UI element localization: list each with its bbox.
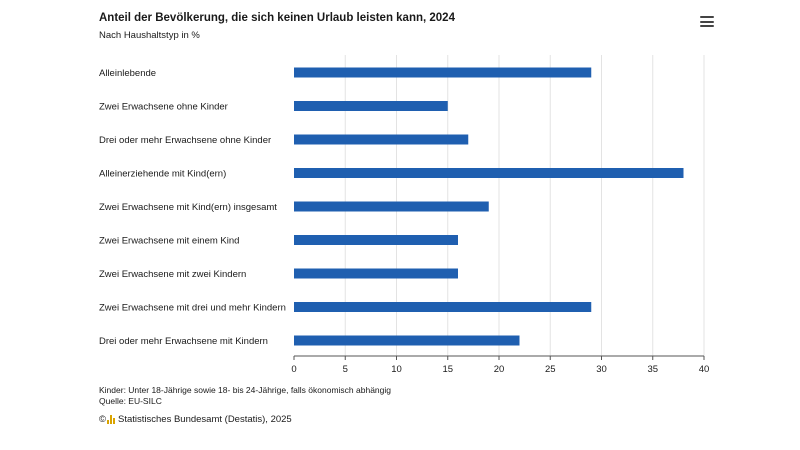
chart-title: Anteil der Bevölkerung, die sich keinen … <box>99 12 455 24</box>
bar-2 <box>294 134 469 145</box>
copyright-symbol: © <box>99 414 106 425</box>
destatis-logo-icon <box>107 415 116 424</box>
category-label-3: Alleinerziehende mit Kind(ern) <box>99 169 226 180</box>
category-label-5: Zwei Erwachsene mit einem Kind <box>99 236 239 247</box>
bar-3 <box>294 168 684 178</box>
copyright-line: © Statistisches Bundesamt (Destatis), 20… <box>99 414 292 425</box>
bar-0 <box>294 67 592 78</box>
chart-footnote: Kinder: Unter 18-Jährige sowie 18- bis 2… <box>99 385 391 395</box>
x-tick-label-6: 30 <box>596 364 607 375</box>
hamburger-menu-icon[interactable] <box>700 16 714 28</box>
x-tick-label-8: 40 <box>699 364 710 375</box>
category-label-7: Zwei Erwachsene mit drei und mehr Kinder… <box>99 303 286 314</box>
bar-4 <box>294 201 489 212</box>
bar-8 <box>294 335 520 346</box>
x-tick-label-4: 20 <box>494 364 505 375</box>
category-label-6: Zwei Erwachsene mit zwei Kindern <box>99 269 246 280</box>
x-tick-label-3: 15 <box>442 364 453 375</box>
x-tick-label-0: 0 <box>291 364 296 375</box>
bar-6 <box>294 268 458 279</box>
bar-5 <box>294 235 458 245</box>
category-label-0: Alleinlebende <box>99 68 156 79</box>
x-tick-label-7: 35 <box>647 364 658 375</box>
bar-7 <box>294 302 592 312</box>
category-label-4: Zwei Erwachsene mit Kind(ern) insgesamt <box>99 202 277 213</box>
bar-1 <box>294 101 448 111</box>
chart-subtitle: Nach Haushaltstyp in % <box>99 30 200 41</box>
x-tick-label-1: 5 <box>343 364 348 375</box>
category-label-1: Zwei Erwachsene ohne Kinder <box>99 102 228 113</box>
x-tick-label-5: 25 <box>545 364 556 375</box>
chart-source: Quelle: EU-SILC <box>99 396 162 406</box>
x-tick-label-2: 10 <box>391 364 402 375</box>
category-label-2: Drei oder mehr Erwachsene ohne Kinder <box>99 135 271 146</box>
category-label-8: Drei oder mehr Erwachsene mit Kindern <box>99 336 268 347</box>
copyright-text: Statistisches Bundesamt (Destatis), 2025 <box>118 414 292 425</box>
